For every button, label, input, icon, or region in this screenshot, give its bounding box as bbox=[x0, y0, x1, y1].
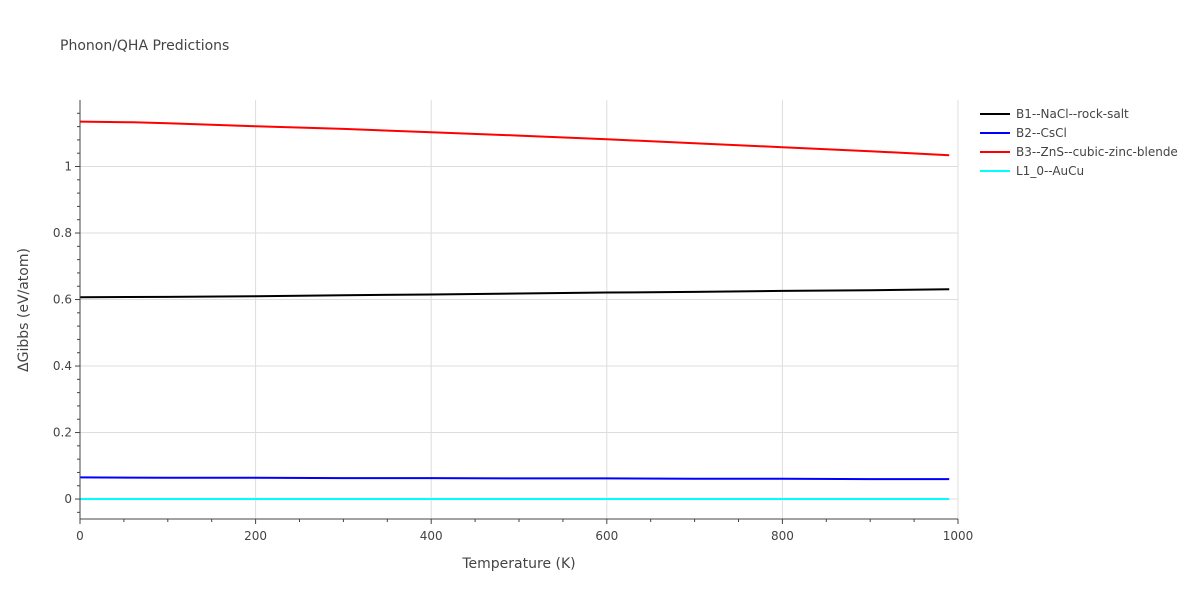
series-line-3[interactable] bbox=[79, 120, 950, 157]
x-tick-label: 800 bbox=[771, 529, 794, 543]
y-axis-title: ΔGibbs (eV/atom) bbox=[16, 248, 32, 372]
legend-label: B1--NaCl--rock-salt bbox=[1016, 107, 1129, 121]
y-tick-label: 0.8 bbox=[53, 226, 72, 240]
legend: B1--NaCl--rock-salt B2--CsCl B3--ZnS--cubi… bbox=[980, 107, 1178, 178]
legend-item[interactable]: L1_0--AuCu bbox=[980, 164, 1084, 178]
legend-label: B2--CsCl bbox=[1016, 126, 1067, 140]
legend-label: B3--ZnS--cubic-zinc-blende bbox=[1016, 145, 1178, 159]
y-tick-label: 0.6 bbox=[53, 293, 72, 307]
x-tick-label: 0 bbox=[76, 529, 84, 543]
series-line-2[interactable] bbox=[79, 476, 950, 481]
grid-lines bbox=[80, 100, 959, 519]
x-tick-label: 200 bbox=[244, 529, 267, 543]
y-tick-label: 0 bbox=[64, 492, 72, 506]
chart-title: Phonon/QHA Predictions bbox=[60, 38, 229, 54]
x-axis-title: Temperature (K) bbox=[461, 556, 575, 572]
x-tick-label: 1000 bbox=[943, 529, 974, 543]
legend-item[interactable]: B1--NaCl--rock-salt bbox=[980, 107, 1129, 121]
series-lines bbox=[79, 120, 950, 501]
y-tick-label: 0.2 bbox=[53, 426, 72, 440]
y-tick-label: 1 bbox=[64, 160, 72, 174]
x-tick-label: 400 bbox=[420, 529, 443, 543]
x-tick-label: 600 bbox=[595, 529, 618, 543]
axes: 0 200 400 600 800 1000 0 0.2 0.4 0.6 0.8 1 bbox=[53, 100, 973, 543]
legend-item[interactable]: B2--CsCl bbox=[980, 126, 1067, 140]
legend-label: L1_0--AuCu bbox=[1016, 164, 1084, 178]
legend-item[interactable]: B3--ZnS--cubic-zinc-blende bbox=[980, 145, 1178, 159]
y-tick-label: 0.4 bbox=[53, 359, 72, 373]
series-line-1[interactable] bbox=[79, 288, 950, 299]
